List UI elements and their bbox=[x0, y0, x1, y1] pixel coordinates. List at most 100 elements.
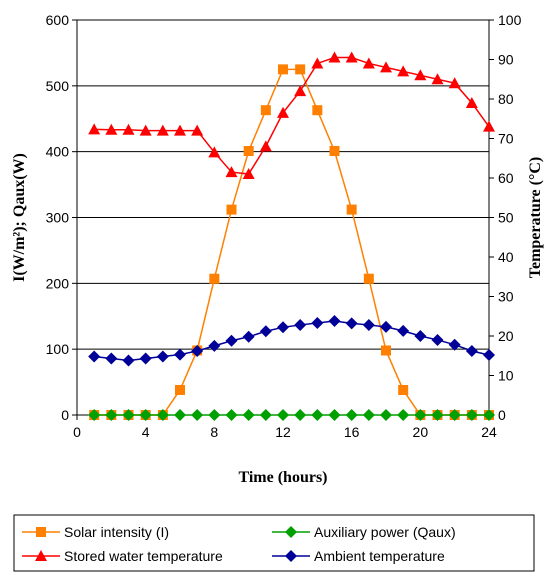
data-point bbox=[465, 96, 478, 108]
data-point bbox=[294, 409, 307, 421]
x-tick-label: 0 bbox=[73, 424, 81, 440]
data-point bbox=[431, 333, 444, 346]
data-point bbox=[277, 106, 289, 118]
legend-label: Ambient temperature bbox=[314, 548, 445, 564]
data-point bbox=[465, 345, 478, 358]
data-point bbox=[225, 334, 238, 347]
data-point bbox=[209, 273, 220, 284]
legend-marker bbox=[36, 527, 46, 537]
data-point bbox=[345, 317, 358, 330]
data-point bbox=[397, 409, 410, 421]
data-point bbox=[414, 409, 427, 421]
data-point bbox=[448, 77, 461, 89]
right-y-tick-label: 40 bbox=[498, 249, 514, 265]
right-y-tick-label: 10 bbox=[498, 368, 514, 384]
data-point bbox=[208, 339, 221, 352]
data-point bbox=[243, 146, 254, 157]
data-point bbox=[362, 409, 375, 421]
data-point bbox=[311, 409, 324, 421]
legend-label: Solar intensity (I) bbox=[64, 524, 169, 540]
data-point bbox=[431, 409, 444, 421]
data-point bbox=[381, 345, 391, 356]
series-1 bbox=[88, 409, 495, 421]
data-point bbox=[88, 123, 101, 135]
right-y-tick-label: 100 bbox=[498, 12, 522, 28]
data-point bbox=[398, 384, 409, 395]
data-point bbox=[311, 316, 324, 329]
left-y-tick-label: 500 bbox=[46, 78, 70, 94]
data-point bbox=[277, 409, 289, 421]
right-y-tick-label: 90 bbox=[498, 52, 514, 68]
data-point bbox=[105, 409, 118, 421]
legend-marker bbox=[35, 550, 47, 561]
legend: Solar intensity (I) Auxiliary power (Qaux… bbox=[13, 514, 535, 572]
data-point bbox=[465, 409, 478, 421]
data-point bbox=[328, 51, 341, 63]
x-tick-label: 20 bbox=[413, 424, 429, 440]
data-point bbox=[328, 314, 341, 327]
data-point bbox=[105, 123, 118, 135]
data-point bbox=[208, 146, 221, 158]
data-point bbox=[259, 325, 272, 338]
right-y-tick-label: 70 bbox=[498, 131, 514, 147]
legend-label: Auxiliary power (Qaux) bbox=[314, 524, 456, 540]
right-y-tick-label: 20 bbox=[498, 328, 514, 344]
right-y-tick-label: 80 bbox=[498, 91, 514, 107]
data-point bbox=[345, 51, 358, 63]
data-point bbox=[122, 409, 135, 421]
data-point bbox=[156, 409, 169, 421]
data-point bbox=[431, 73, 444, 85]
right-y-tick-label: 60 bbox=[498, 170, 514, 186]
data-point bbox=[88, 409, 101, 421]
data-point bbox=[139, 352, 152, 365]
data-point bbox=[105, 352, 118, 365]
x-axis-title: Time (hours) bbox=[238, 469, 327, 486]
data-point bbox=[345, 409, 358, 421]
data-point bbox=[448, 338, 461, 351]
right-y-tick-label: 0 bbox=[498, 407, 506, 423]
legend-marker bbox=[285, 526, 297, 538]
data-point bbox=[122, 354, 135, 367]
data-point bbox=[226, 204, 237, 215]
right-y-tick-label: 50 bbox=[498, 210, 514, 226]
data-point bbox=[363, 273, 374, 284]
left-y-tick-label: 0 bbox=[61, 407, 69, 423]
data-point bbox=[242, 330, 255, 343]
data-point bbox=[260, 105, 271, 116]
left-y-tick-label: 600 bbox=[46, 12, 70, 28]
data-point bbox=[139, 409, 152, 421]
series-3 bbox=[88, 314, 495, 367]
x-tick-label: 8 bbox=[210, 424, 218, 440]
legend-box bbox=[13, 514, 535, 572]
data-point bbox=[277, 321, 289, 334]
data-point bbox=[88, 350, 101, 363]
data-point bbox=[156, 350, 169, 363]
left-y-tick-label: 200 bbox=[46, 275, 70, 291]
data-point bbox=[414, 69, 427, 81]
data-point bbox=[174, 409, 186, 421]
data-point bbox=[174, 124, 186, 136]
data-point bbox=[448, 409, 461, 421]
data-point bbox=[225, 409, 238, 421]
right-y-axis-title: Temperature (°C) bbox=[527, 157, 544, 278]
data-point bbox=[380, 61, 392, 73]
x-tick-label: 12 bbox=[275, 424, 291, 440]
data-point bbox=[483, 409, 495, 421]
data-point bbox=[414, 330, 427, 342]
x-tick-label: 24 bbox=[481, 424, 497, 440]
data-point bbox=[175, 384, 185, 395]
data-point bbox=[259, 140, 272, 152]
data-point bbox=[295, 64, 306, 75]
series-layer bbox=[88, 51, 495, 421]
data-point bbox=[328, 409, 341, 421]
data-point bbox=[139, 124, 152, 136]
data-point bbox=[174, 348, 186, 361]
axes: 0100200300400500600010203040506070809010… bbox=[46, 12, 522, 440]
data-point bbox=[225, 166, 238, 178]
data-point bbox=[397, 324, 410, 337]
data-point bbox=[483, 120, 495, 132]
legend-label: Stored water temperature bbox=[64, 548, 223, 564]
left-y-tick-label: 300 bbox=[46, 210, 70, 226]
